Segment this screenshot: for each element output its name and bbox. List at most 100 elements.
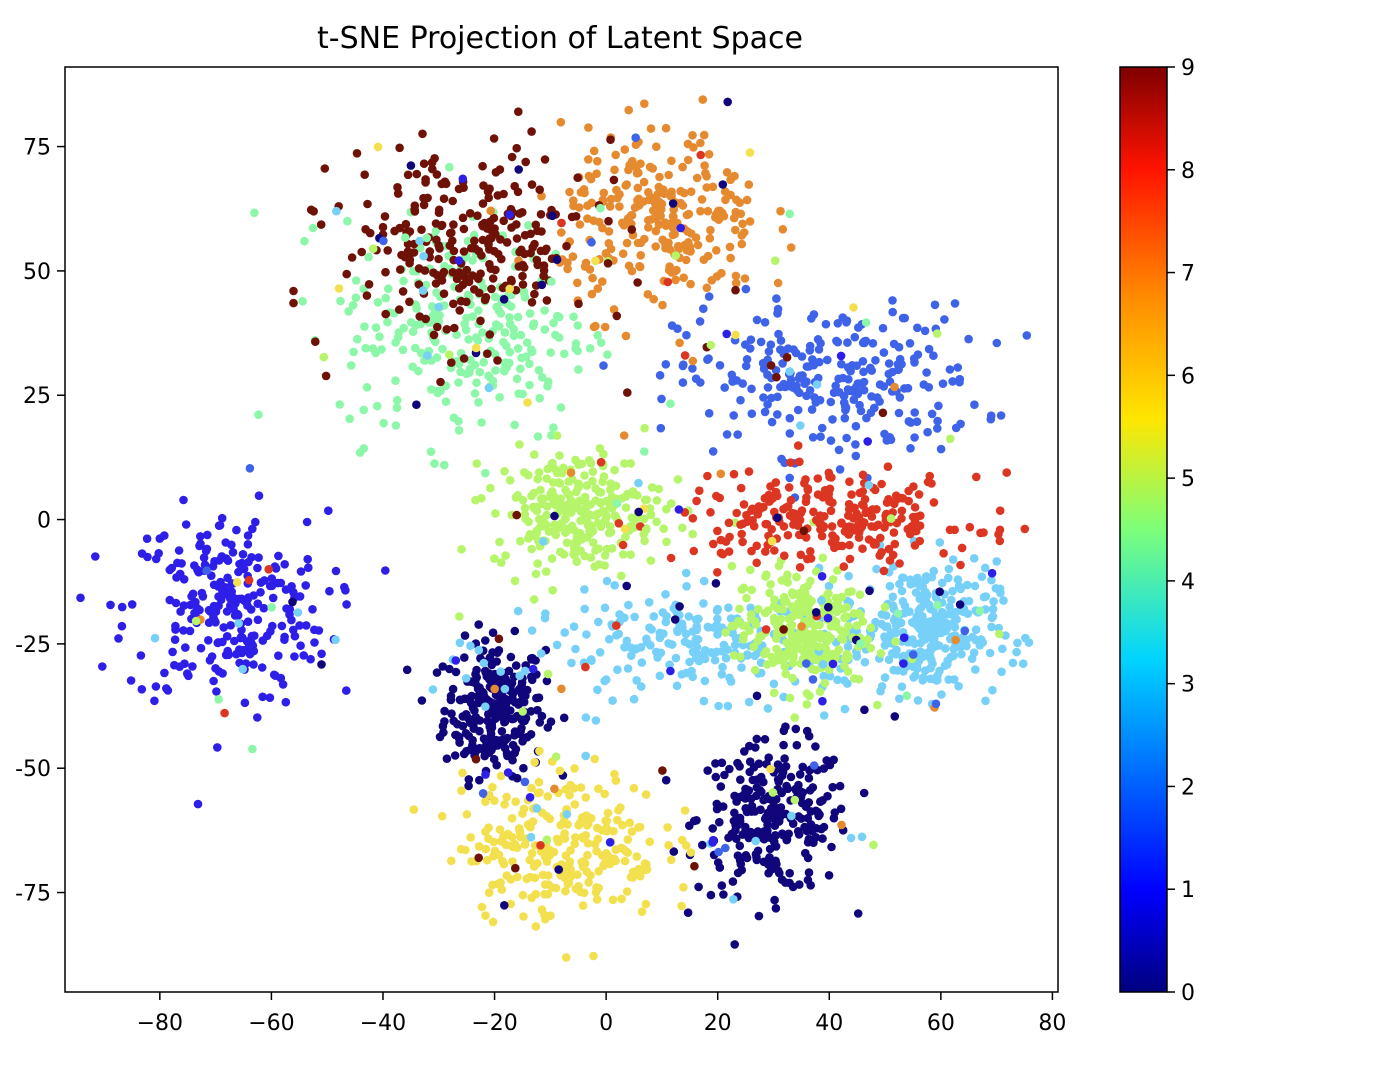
scatter-point xyxy=(637,658,647,667)
scatter-point xyxy=(627,827,637,836)
scatter-point xyxy=(731,225,740,235)
scatter-point xyxy=(476,316,485,326)
scatter-point xyxy=(471,343,481,353)
scatter-point xyxy=(889,528,899,537)
scatter-point xyxy=(935,587,944,596)
scatter-point xyxy=(268,621,277,631)
scatter-point xyxy=(868,339,878,348)
scatter-point xyxy=(941,644,950,653)
scatter-point xyxy=(137,685,147,694)
scatter-point xyxy=(731,285,740,295)
scatter-point xyxy=(214,521,224,530)
scatter-point xyxy=(500,467,509,476)
scatter-point xyxy=(526,654,536,663)
scatter-point xyxy=(437,179,447,189)
scatter-point xyxy=(612,311,622,321)
scatter-point xyxy=(626,550,635,559)
scatter-point xyxy=(819,764,829,773)
scatter-point xyxy=(151,682,161,691)
scatter-point xyxy=(461,845,470,855)
scatter-point xyxy=(481,827,490,836)
scatter-point xyxy=(802,377,811,387)
scatter-point xyxy=(560,514,570,523)
scatter-point xyxy=(403,170,413,180)
scatter-point xyxy=(929,626,938,635)
scatter-point xyxy=(788,819,798,828)
scatter-point xyxy=(679,188,689,198)
scatter-point xyxy=(593,685,602,695)
scatter-point xyxy=(766,580,775,589)
scatter-point xyxy=(776,803,786,812)
x-tick-label: 40 xyxy=(815,1011,843,1036)
scatter-point xyxy=(756,805,765,814)
scatter-point xyxy=(490,736,500,746)
scatter-point xyxy=(550,511,559,521)
scatter-point xyxy=(817,572,827,581)
scatter-point xyxy=(738,635,748,644)
scatter-point xyxy=(641,790,651,799)
scatter-point xyxy=(372,401,382,411)
scatter-point xyxy=(683,239,693,248)
scatter-point xyxy=(663,277,673,287)
scatter-point xyxy=(852,361,861,371)
scatter-point xyxy=(642,637,652,647)
scatter-point xyxy=(609,826,618,836)
scatter-point xyxy=(381,267,390,277)
scatter-point xyxy=(274,651,283,660)
scatter-point xyxy=(869,840,878,850)
scatter-point xyxy=(859,367,868,377)
scatter-point xyxy=(245,464,255,473)
scatter-point xyxy=(515,824,524,833)
scatter-point xyxy=(383,317,392,327)
scatter-point xyxy=(760,318,770,327)
scatter-point xyxy=(810,621,819,631)
scatter-point xyxy=(955,377,964,387)
scatter-point xyxy=(360,322,369,331)
scatter-point xyxy=(257,663,267,672)
scatter-point xyxy=(884,544,894,554)
scatter-point xyxy=(965,522,975,532)
scatter-point xyxy=(627,513,637,522)
scatter-point xyxy=(827,522,837,531)
colorbar-tick-label: 4 xyxy=(1181,570,1195,595)
scatter-point xyxy=(596,522,606,531)
scatter-point xyxy=(677,619,687,628)
scatter-point xyxy=(751,620,761,629)
scatter-point xyxy=(924,344,934,354)
scatter-point xyxy=(594,617,603,627)
scatter-point xyxy=(422,233,432,243)
scatter-point xyxy=(871,356,880,365)
scatter-point xyxy=(769,688,779,698)
scatter-point xyxy=(627,651,636,660)
scatter-point xyxy=(718,662,727,672)
scatter-point xyxy=(736,775,745,784)
scatter-point xyxy=(876,533,885,543)
scatter-point xyxy=(902,691,912,700)
scatter-point xyxy=(472,665,481,675)
scatter-point xyxy=(727,370,737,380)
scatter-point xyxy=(891,637,900,646)
scatter-point xyxy=(517,723,526,733)
scatter-point xyxy=(649,294,658,304)
scatter-point xyxy=(708,824,717,833)
scatter-point xyxy=(254,410,263,420)
scatter-point xyxy=(956,560,965,570)
scatter-point xyxy=(289,298,298,308)
scatter-point xyxy=(814,373,823,383)
scatter-point xyxy=(703,766,712,775)
scatter-point xyxy=(921,575,931,585)
scatter-point xyxy=(478,161,487,171)
scatter-point xyxy=(657,394,666,404)
scatter-point xyxy=(596,488,606,497)
scatter-point xyxy=(235,559,244,569)
scatter-point xyxy=(920,599,929,608)
scatter-point xyxy=(179,495,188,505)
scatter-point xyxy=(706,225,715,235)
scatter-point xyxy=(667,640,677,649)
scatter-point xyxy=(811,567,821,576)
scatter-point xyxy=(562,500,572,510)
scatter-point xyxy=(708,838,717,847)
scatter-point xyxy=(950,299,960,308)
scatter-point xyxy=(670,615,680,624)
scatter-point xyxy=(485,217,495,226)
